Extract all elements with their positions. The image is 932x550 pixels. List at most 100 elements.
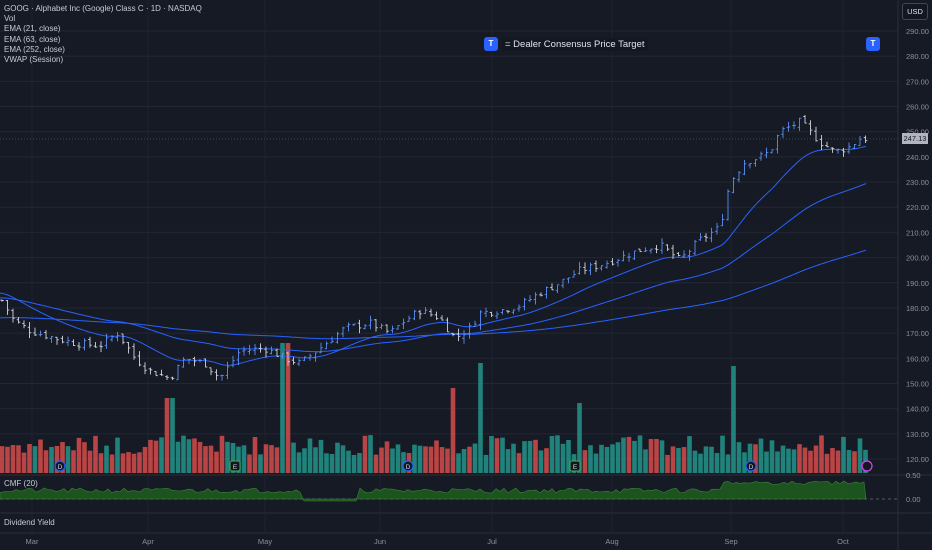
y-tick-label: 230.00 <box>906 178 929 187</box>
x-tick-label: May <box>258 537 272 546</box>
ema-21-line <box>0 146 867 366</box>
price-candles <box>0 114 898 381</box>
volume-bar <box>175 441 181 473</box>
volume-bar <box>324 453 329 473</box>
volume-bar <box>791 449 797 473</box>
volume-bar <box>296 452 302 473</box>
volume-bar <box>769 440 775 473</box>
volume-bar <box>780 445 786 473</box>
volume-bar <box>373 454 379 473</box>
volume-bar <box>71 450 76 473</box>
volume-bar <box>16 445 21 473</box>
legend-vol[interactable]: Vol <box>4 14 16 24</box>
volume-bar <box>841 436 846 473</box>
volume-bar <box>846 450 852 473</box>
volume-bar <box>566 439 571 473</box>
volume-bar <box>797 444 802 473</box>
volume-bar <box>555 435 560 473</box>
volume-bar <box>478 363 483 473</box>
y-tick-label: 250.00 <box>906 128 929 137</box>
symbol-title[interactable]: GOOG · Alphabet Inc (Google) Class C · 1… <box>4 4 202 13</box>
x-tick-label: Jul <box>487 537 497 546</box>
volume-bar <box>38 439 43 473</box>
volume-bar <box>615 442 621 473</box>
volume-bar <box>819 435 824 473</box>
volume-bar <box>742 452 747 473</box>
volume-bar <box>82 442 87 473</box>
volume-bar <box>346 450 351 473</box>
volume-bar <box>500 437 505 473</box>
volume-bar <box>335 442 340 473</box>
legend-ema63[interactable]: EMA (63, close) <box>4 34 61 44</box>
volume-bar <box>274 447 280 473</box>
dividend-yield-label[interactable]: Dividend Yield <box>4 518 55 527</box>
volume-bar <box>824 453 830 473</box>
volume-bar <box>5 446 10 473</box>
volume-bar <box>159 437 164 473</box>
price-target-label: = Dealer Consensus Price Target <box>502 38 648 51</box>
volume-bar <box>148 439 153 473</box>
y-tick-label: 130.00 <box>906 430 929 439</box>
volume-bar <box>725 454 731 473</box>
x-tick-label: Sep <box>724 537 737 546</box>
cmf-area <box>0 480 867 502</box>
volume-bar <box>32 446 38 473</box>
volume-bar <box>153 440 159 473</box>
volume-bar <box>340 445 346 473</box>
volume-bar <box>813 445 819 473</box>
volume-bar <box>307 438 313 473</box>
price-axis[interactable]: 120.00 130.00 140.00 150.00 160.00 170.00 180.… <box>906 27 929 504</box>
volume-bar <box>439 447 445 473</box>
volume-bar <box>351 454 357 473</box>
y-tick-label: 220.00 <box>906 203 929 212</box>
y-tick-label: 210.00 <box>906 228 929 237</box>
legend-vwap[interactable]: VWAP (Session) <box>4 55 64 65</box>
volume-bar <box>736 442 742 473</box>
volume-bar <box>109 454 115 473</box>
price-target-legend-badge[interactable]: T <box>484 37 498 51</box>
volume-bar <box>775 451 780 473</box>
volume-bar <box>390 448 395 473</box>
volume-bar <box>593 453 599 473</box>
currency-button[interactable]: USD <box>902 3 928 20</box>
volume-bar <box>368 435 373 473</box>
legend-ema252[interactable]: EMA (252, close) <box>4 44 65 54</box>
volume-bar <box>676 447 681 473</box>
volume-bar <box>456 453 461 473</box>
y-tick-label: 170.00 <box>906 329 929 338</box>
volume-bar <box>65 446 71 473</box>
volume-bar <box>225 441 230 473</box>
volume-bar <box>857 438 863 473</box>
volume-bar <box>494 438 500 473</box>
volume-bar <box>120 453 126 473</box>
volume-bar <box>291 442 296 473</box>
y-tick-label: 280.00 <box>906 52 929 61</box>
volume-bar <box>654 438 659 473</box>
volume-bar <box>93 435 98 473</box>
volume-bar <box>764 451 769 473</box>
volume-bar <box>709 446 714 473</box>
volume-bar <box>10 445 16 473</box>
volume-bar <box>549 436 555 473</box>
volume-bar <box>632 440 637 473</box>
volume-bar <box>280 343 285 473</box>
legend-ema21[interactable]: EMA (21, close) <box>4 24 61 34</box>
time-axis[interactable]: Mar Apr May Jun Jul Aug Sep Oct <box>26 537 850 546</box>
x-tick-label: Mar <box>26 537 39 546</box>
volume-bar <box>434 440 439 473</box>
event-marker-letter: E <box>233 464 238 471</box>
volume-bar <box>753 444 758 473</box>
volume-bar <box>588 445 593 473</box>
volume-bar <box>560 443 566 473</box>
volume-bar <box>604 446 610 473</box>
volume-bar <box>241 445 247 473</box>
y-tick-label: 240.00 <box>906 153 929 162</box>
volume-bar <box>181 435 186 473</box>
cmf-pane-label[interactable]: CMF (20) <box>4 479 38 488</box>
volume-bar <box>27 443 32 473</box>
volume-bar <box>214 451 219 473</box>
volume-bars <box>0 343 868 473</box>
volume-bar <box>230 443 236 473</box>
price-target-marker[interactable]: T <box>866 37 880 51</box>
